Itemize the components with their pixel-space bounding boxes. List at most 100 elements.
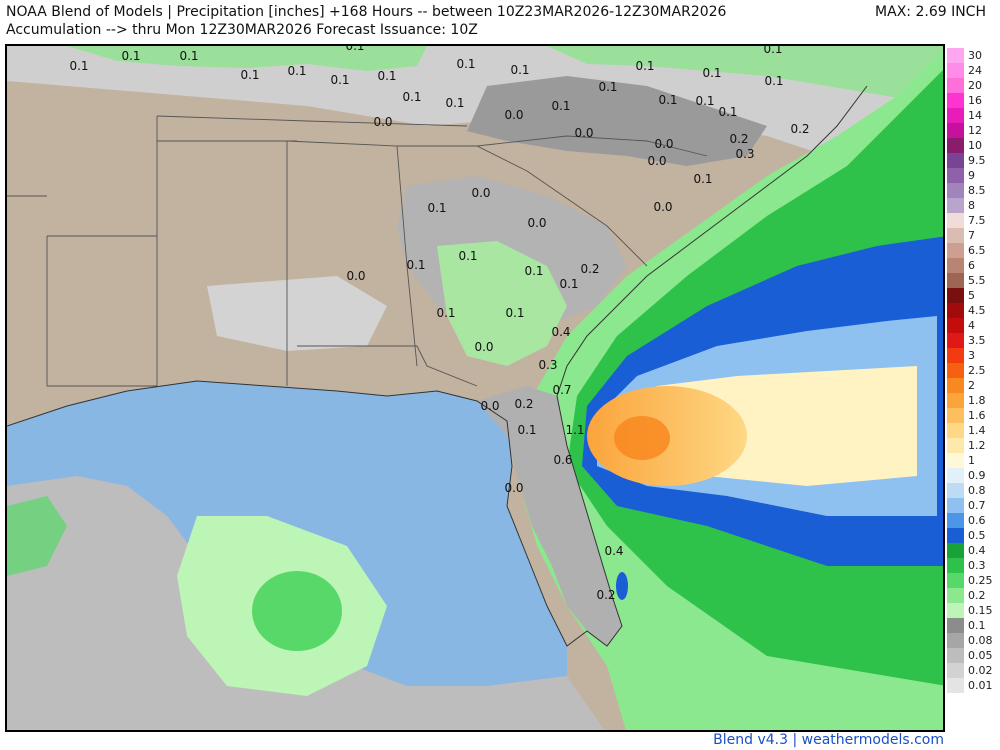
- legend-swatch: [947, 348, 964, 363]
- precip-value-label: 0.0: [480, 399, 499, 413]
- legend-label: 0.25: [968, 574, 993, 587]
- legend-entry: 1: [947, 453, 1000, 468]
- legend-swatch: [947, 618, 964, 633]
- precip-value-label: 0.0: [574, 126, 593, 140]
- precip-value-label: 0.1: [287, 64, 306, 78]
- legend-entry: 7: [947, 228, 1000, 243]
- precip-value-label: 0.0: [504, 481, 523, 495]
- legend-swatch: [947, 93, 964, 108]
- legend-swatch: [947, 288, 964, 303]
- legend-entry: 9.5: [947, 153, 1000, 168]
- precip-value-label: 0.1: [436, 306, 455, 320]
- precipitation-map: 0.1 0.1 0.1 0.1 0.1 0.1 0.1 0.1 0.1 0.1 0.1 0.1 0.1 0…: [5, 44, 945, 732]
- legend-swatch: [947, 168, 964, 183]
- legend-swatch: [947, 318, 964, 333]
- precip-value-label: 0.1: [702, 66, 721, 80]
- legend-entry: 0.1: [947, 618, 1000, 633]
- precip-value-label: 0.1: [764, 74, 783, 88]
- precip-value-label: 0.7: [552, 383, 571, 397]
- legend-entry: 4.5: [947, 303, 1000, 318]
- precip-value-label: 0.2: [580, 262, 599, 276]
- precip-value-label: 0.1: [718, 105, 737, 119]
- precip-value-label: 0.1: [695, 94, 714, 108]
- precip-area-green-yucatan: [252, 571, 342, 651]
- legend-swatch: [947, 213, 964, 228]
- legend-swatch: [947, 633, 964, 648]
- legend-label: 0.2: [968, 589, 986, 602]
- precip-value-label: 0.1: [69, 59, 88, 73]
- legend-swatch: [947, 558, 964, 573]
- legend-entry: 5.5: [947, 273, 1000, 288]
- precip-value-labels: 0.1 0.1 0.1 0.1 0.1 0.1 0.1 0.1 0.1 0.1 0.1 0.1 0.1 0…: [69, 46, 809, 602]
- color-legend: 30 24 20 16 14 12 10 9.5 9 8.5 8 7.5 7 6.5 6 5.5 5 4.5 4 3.…: [947, 44, 1000, 732]
- legend-label: 1.8: [968, 394, 986, 407]
- legend-label: 0.4: [968, 544, 986, 557]
- legend-swatch: [947, 228, 964, 243]
- precip-max-peak: [614, 416, 670, 460]
- legend-label: 0.8: [968, 484, 986, 497]
- precip-value-label: 0.0: [654, 137, 673, 151]
- legend-entry: 0.25: [947, 573, 1000, 588]
- legend-label: 4: [968, 319, 975, 332]
- legend-swatch: [947, 378, 964, 393]
- legend-label: 1.4: [968, 424, 986, 437]
- legend-entry: 0.5: [947, 528, 1000, 543]
- legend-label: 4.5: [968, 304, 986, 317]
- legend-swatch: [947, 243, 964, 258]
- precip-area-gray-carolinas: [467, 76, 767, 166]
- legend-label: 8: [968, 199, 975, 212]
- legend-entry: 0.05: [947, 648, 1000, 663]
- map-canvas: 0.1 0.1 0.1 0.1 0.1 0.1 0.1 0.1 0.1 0.1 0.1 0.1 0.1 0…: [7, 46, 943, 730]
- precip-value-label: 0.1: [517, 423, 536, 437]
- legend-entry: 6: [947, 258, 1000, 273]
- legend-swatch: [947, 138, 964, 153]
- legend-swatch: [947, 153, 964, 168]
- legend-label: 16: [968, 94, 982, 107]
- legend-swatch: [947, 513, 964, 528]
- legend-entry: 2.5: [947, 363, 1000, 378]
- legend-swatch: [947, 528, 964, 543]
- precip-value-label: 0.0: [647, 154, 666, 168]
- precip-value-label: 0.1: [330, 73, 349, 87]
- precip-value-label: 0.1: [445, 96, 464, 110]
- precip-value-label: 0.3: [735, 147, 754, 161]
- precip-value-label: 0.1: [240, 68, 259, 82]
- legend-swatch: [947, 258, 964, 273]
- precip-area-green-mexico: [7, 496, 67, 576]
- legend-entry: 0.6: [947, 513, 1000, 528]
- precip-value-label: 0.1: [635, 59, 654, 73]
- legend-label: 0.6: [968, 514, 986, 527]
- legend-label: 7.5: [968, 214, 986, 227]
- legend-label: 5: [968, 289, 975, 302]
- legend-swatch: [947, 678, 964, 693]
- precip-value-label: 1.1: [565, 423, 584, 437]
- legend-swatch: [947, 543, 964, 558]
- legend-label: 9.5: [968, 154, 986, 167]
- legend-entry: 1.8: [947, 393, 1000, 408]
- legend-swatch: [947, 108, 964, 123]
- legend-entry: 0.08: [947, 633, 1000, 648]
- legend-entry: 10: [947, 138, 1000, 153]
- legend-swatch: [947, 588, 964, 603]
- legend-swatch: [947, 453, 964, 468]
- legend-swatch: [947, 408, 964, 423]
- legend-swatch: [947, 663, 964, 678]
- legend-label: 0.15: [968, 604, 993, 617]
- legend-entry: 3.5: [947, 333, 1000, 348]
- legend-swatch: [947, 273, 964, 288]
- precip-value-label: 0.1: [658, 93, 677, 107]
- precip-value-label: 0.2: [514, 397, 533, 411]
- precip-value-label: 0.1: [406, 258, 425, 272]
- legend-label: 0.9: [968, 469, 986, 482]
- legend-swatch: [947, 393, 964, 408]
- precip-value-label: 0.1: [345, 46, 364, 53]
- precip-value-label: 0.1: [505, 306, 524, 320]
- precip-value-label: 0.1: [456, 57, 475, 71]
- legend-entry: 0.7: [947, 498, 1000, 513]
- precip-value-label: 0.1: [458, 249, 477, 263]
- precip-value-label: 0.1: [524, 264, 543, 278]
- precip-area-light-green-northeast: [547, 46, 943, 106]
- lake-okeechobee-precip: [616, 572, 628, 600]
- legend-swatch: [947, 123, 964, 138]
- precip-area-light-green-north: [67, 46, 427, 71]
